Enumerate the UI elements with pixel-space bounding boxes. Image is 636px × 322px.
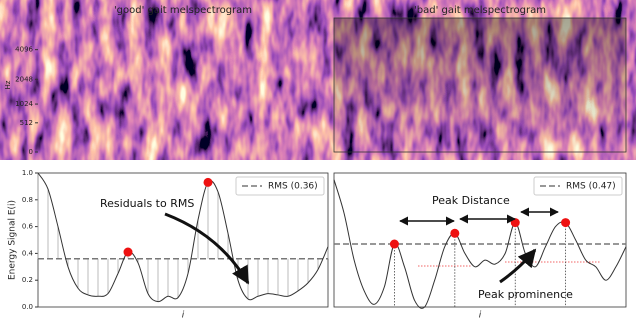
y-tick-label: 1024 [15,100,33,108]
spectrogram-left [37,17,329,153]
y-axis-label: Hz [4,80,12,89]
y-tick-label: 0.2 [22,276,33,284]
y-axis-label: Energy Signal E(i) [8,200,18,280]
annotation: Peak prominence [478,288,573,301]
y-tick-label: 0.8 [22,196,33,204]
peak-dot [561,218,571,228]
peak-dot [203,177,213,187]
y-tick-label: 0 [29,148,33,156]
energy-line [333,179,627,309]
chart-title: 'bad' gait melspectrogram [414,5,546,16]
peak-dot [123,247,133,257]
chart-title: 'good' gait melspectrogram [114,5,252,16]
peak-dot [450,228,460,238]
y-tick-label: 0.6 [22,223,34,231]
annotation: Residuals to RMS [100,197,194,210]
y-tick-label: 4096 [15,46,33,54]
legend-box [235,176,325,196]
legend-label: RMS (0.36) [268,182,318,192]
y-tick-label: 2048 [15,75,33,83]
y-tick-label: 0.0 [22,303,33,311]
x-axis-label: i [182,311,185,321]
annotation-arrows [164,207,559,285]
x-axis-label: i [479,311,482,321]
y-tick-label: 512 [20,119,33,127]
plot-frame [333,172,627,308]
legend-label: RMS (0.47) [566,182,616,192]
energy-line [37,172,329,303]
y-tick-label: 1.0 [22,169,33,177]
prominence-lines [418,261,600,267]
annotation: Peak Distance [432,194,510,207]
spectrogram-right [333,17,627,153]
y-tick-label: 0.4 [22,249,34,257]
peak-dot [389,239,399,249]
legend-box [533,176,623,196]
